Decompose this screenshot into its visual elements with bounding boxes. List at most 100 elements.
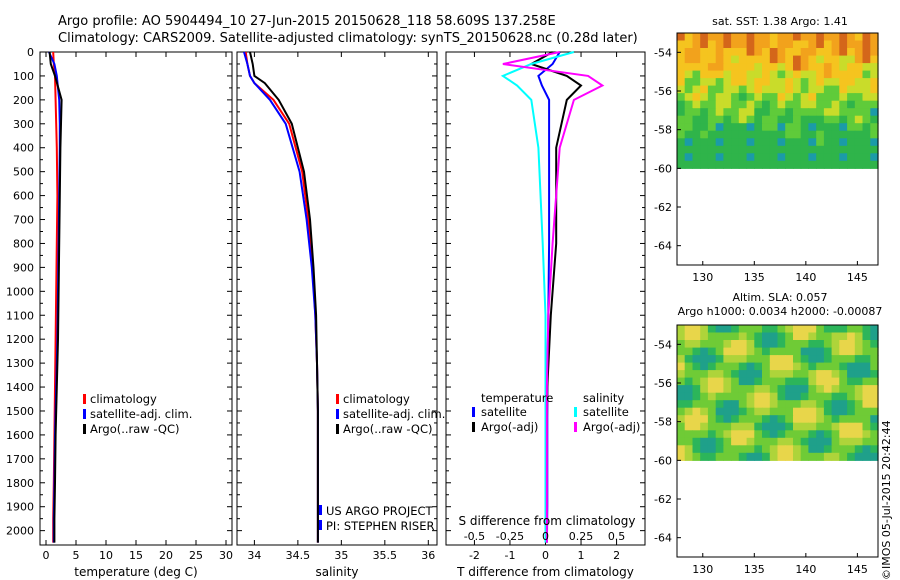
- sst-cell: [847, 160, 856, 169]
- sla-cell: [800, 385, 809, 394]
- sst-cell: [677, 108, 686, 117]
- sst-cell: [854, 40, 864, 49]
- sla-cell: [692, 332, 701, 341]
- sla-cell: [769, 377, 779, 386]
- sst-cell: [862, 123, 871, 132]
- sst-cell: [746, 160, 755, 169]
- sla-cell: [870, 325, 879, 334]
- sla-cell: [746, 452, 755, 461]
- sst-cell: [754, 93, 763, 102]
- sla-cell: [870, 332, 879, 341]
- sst-cell: [746, 55, 755, 64]
- sla-cell: [785, 445, 794, 454]
- sst-cell: [684, 108, 693, 117]
- sst-cell: [723, 85, 732, 94]
- sla-cell: [831, 332, 840, 341]
- sst-cell: [677, 115, 686, 124]
- sla-cell: [816, 347, 825, 356]
- sla-cell: [731, 377, 740, 386]
- sla-cell: [738, 370, 748, 379]
- diff-legend-header: temperature: [481, 391, 553, 405]
- sst-cell: [723, 108, 732, 117]
- sla-cell: [707, 347, 717, 356]
- sst-cell: [731, 138, 740, 147]
- sla-cell: [684, 385, 693, 394]
- sst-cell: [800, 85, 809, 94]
- sla-cell: [854, 437, 864, 446]
- sst-cell: [692, 123, 701, 132]
- sst-x-tick-label: 140: [795, 271, 816, 284]
- sst-cell: [854, 108, 864, 117]
- sst-cell: [800, 63, 809, 72]
- x2-tick-label: 0: [542, 530, 549, 543]
- sst-cell: [738, 40, 748, 49]
- sla-y-tick-label: -56: [654, 377, 672, 390]
- sst-cell: [862, 138, 871, 147]
- sla-cell: [707, 340, 717, 349]
- sla-cell: [839, 385, 848, 394]
- sst-cell: [769, 85, 779, 94]
- sla-cell: [762, 445, 771, 454]
- sst-cell: [862, 160, 871, 169]
- sst-cell: [831, 138, 840, 147]
- sst-cell: [808, 145, 817, 154]
- sla-cell: [808, 400, 817, 409]
- sla-cell: [723, 452, 732, 461]
- sla-cell: [769, 340, 779, 349]
- sla-cell: [839, 437, 848, 446]
- sla-cell: [684, 430, 693, 439]
- sst-cell: [793, 33, 802, 42]
- sst-cell: [862, 85, 871, 94]
- sst-cell: [793, 100, 802, 109]
- y-tick-label: 600: [13, 190, 34, 203]
- sst-cell: [808, 160, 817, 169]
- sst-cell: [870, 100, 879, 109]
- sst-cell: [769, 145, 779, 154]
- sla-cell: [839, 407, 848, 416]
- sla-cell: [769, 400, 779, 409]
- x-tick-label: 25: [189, 549, 203, 562]
- sst-cell: [831, 115, 840, 124]
- sst-cell: [700, 115, 709, 124]
- sst-cell: [754, 100, 763, 109]
- sla-cell: [723, 377, 732, 386]
- sla-cell: [684, 340, 693, 349]
- sla-cell: [700, 355, 709, 364]
- sla-cell: [692, 362, 701, 371]
- sst-cell: [692, 130, 701, 139]
- sst-cell: [677, 33, 686, 42]
- sla-cell: [785, 340, 794, 349]
- sla-cell: [847, 377, 856, 386]
- sla-cell: [785, 437, 794, 446]
- sst-cell: [715, 153, 724, 162]
- sla-cell: [793, 362, 802, 371]
- sla-cell: [677, 452, 686, 461]
- sst-cell: [785, 123, 794, 132]
- sla-cell: [870, 347, 879, 356]
- sla-cell: [847, 430, 856, 439]
- sst-cell: [785, 85, 794, 94]
- x-tick-label: 20: [159, 549, 173, 562]
- sst-cell: [823, 85, 833, 94]
- diff-legend-swatch: [574, 407, 577, 417]
- sst-cell: [777, 145, 786, 154]
- sla-cell: [839, 340, 848, 349]
- sla-cell: [746, 445, 755, 454]
- diff-legend-label: Argo(-adj): [583, 420, 640, 434]
- sla-cell: [769, 385, 779, 394]
- sst-cell: [723, 78, 732, 87]
- sst-cell: [731, 160, 740, 169]
- sla-cell: [839, 445, 848, 454]
- sla-cell: [746, 400, 755, 409]
- sst-cell: [777, 115, 786, 124]
- sst-cell: [723, 130, 732, 139]
- x-axis-label: salinity: [315, 565, 358, 579]
- sst-cell: [731, 130, 740, 139]
- sla-cell: [793, 422, 802, 431]
- sla-cell: [754, 430, 763, 439]
- sla-cell: [808, 355, 817, 364]
- y-tick-label: 1000: [6, 285, 34, 298]
- sla-cell: [800, 415, 809, 424]
- sst-cell: [731, 85, 740, 94]
- sst-cell: [831, 130, 840, 139]
